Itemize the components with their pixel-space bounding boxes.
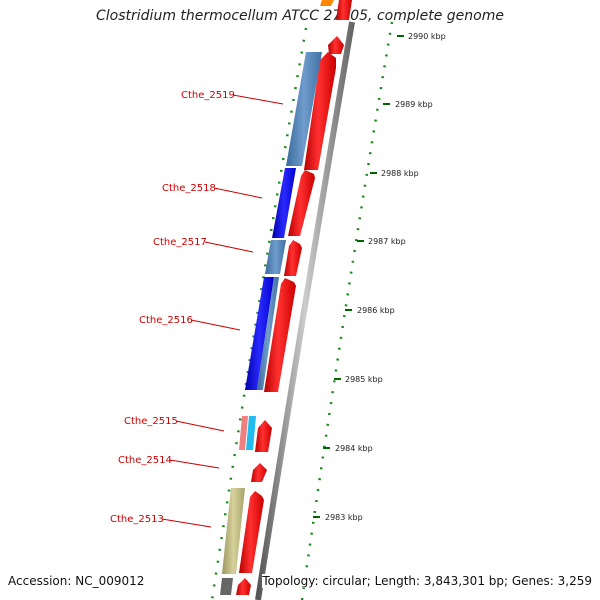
scale-tick-2985: 2985 kbp	[334, 375, 383, 384]
gene-label-text: Cthe_2517	[153, 237, 207, 248]
forward-arrow[interactable]	[255, 420, 272, 452]
gene-label-cthe-2515[interactable]: Cthe_2515	[124, 416, 225, 432]
scale-tick-label: 2987 kbp	[368, 237, 406, 246]
forward-arrow[interactable]	[328, 36, 344, 54]
scale-tick-label: 2988 kbp	[381, 169, 419, 178]
gene-label-cthe-2517[interactable]: Cthe_2517	[153, 237, 254, 253]
scale-tick-2989: 2989 kbp	[383, 100, 433, 109]
accession-text: Accession: NC_009012	[8, 574, 145, 588]
scale-tick-label: 2990 kbp	[408, 32, 446, 41]
forward-arrow[interactable]	[336, 0, 352, 20]
scale-tick-label: 2986 kbp	[357, 306, 395, 315]
orange-feature[interactable]	[320, 0, 334, 6]
gene-label-text: Cthe_2519	[181, 90, 235, 101]
scale-tick-label: 2985 kbp	[345, 375, 383, 384]
gene-label-cthe-2513[interactable]: Cthe_2513	[110, 514, 212, 528]
gene-label-cthe-2519[interactable]: Cthe_2519	[181, 90, 284, 105]
gene-label-text: Cthe_2518	[162, 183, 216, 194]
scale-tick-2983: 2983 kbp	[313, 513, 363, 522]
scale-tick-label: 2989 kbp	[395, 100, 433, 109]
gene-label-cthe-2518[interactable]: Cthe_2518	[162, 183, 263, 199]
gene-cthe-2513-feature[interactable]	[222, 488, 245, 574]
gene-label-text: Cthe_2513	[110, 514, 164, 525]
gene-cthe-2519-feature[interactable]	[286, 52, 322, 166]
genome-backbone	[255, 21, 355, 600]
scale-tick-label: 2983 kbp	[325, 513, 363, 522]
forward-arrow[interactable]	[264, 278, 296, 392]
gene-label-cthe-2516[interactable]: Cthe_2516	[139, 315, 241, 331]
scale-tick-2984: 2984 kbp	[323, 444, 373, 453]
gene-label-text: Cthe_2516	[139, 315, 193, 326]
scale-tick-2986: 2986 kbp	[345, 306, 395, 315]
gene-label-cthe-2514[interactable]: Cthe_2514	[118, 455, 220, 469]
forward-arrow[interactable]	[239, 491, 264, 573]
outer-scale-ruler	[300, 21, 394, 600]
forward-arrow[interactable]	[251, 463, 267, 482]
gene-cthe-2518-feature[interactable]	[272, 168, 296, 238]
gray-feature[interactable]	[220, 578, 233, 595]
forward-arrow[interactable]	[288, 170, 315, 236]
map-title: Clostridium thermocellum ATCC 27405, com…	[96, 8, 504, 24]
gene-cthe-2516-feature-b[interactable]	[257, 277, 279, 390]
forward-arrow[interactable]	[304, 52, 336, 170]
forward-arrow[interactable]	[236, 578, 251, 595]
gene-label-text: Cthe_2515	[124, 416, 178, 427]
scale-tick-2990: 2990 kbp	[397, 32, 446, 41]
gene-cthe-2515-feature[interactable]	[239, 416, 248, 450]
scale-tick-2987: 2987 kbp	[357, 237, 406, 246]
scale-tick-label: 2984 kbp	[335, 444, 373, 453]
gene-cthe-2516-feature[interactable]	[245, 277, 274, 390]
forward-arrow[interactable]	[284, 240, 302, 276]
cds-features	[220, 0, 334, 595]
scale-tick-2988: 2988 kbp	[370, 169, 419, 178]
gene-cthe-2517-feature[interactable]	[265, 240, 286, 274]
gene-label-text: Cthe_2514	[118, 455, 172, 466]
topology-text: Topology: circular; Length: 3,843,301 bp…	[262, 574, 592, 588]
gene-cthe-2515-feature-b[interactable]	[246, 416, 256, 450]
forward-strand-features	[236, 0, 352, 595]
